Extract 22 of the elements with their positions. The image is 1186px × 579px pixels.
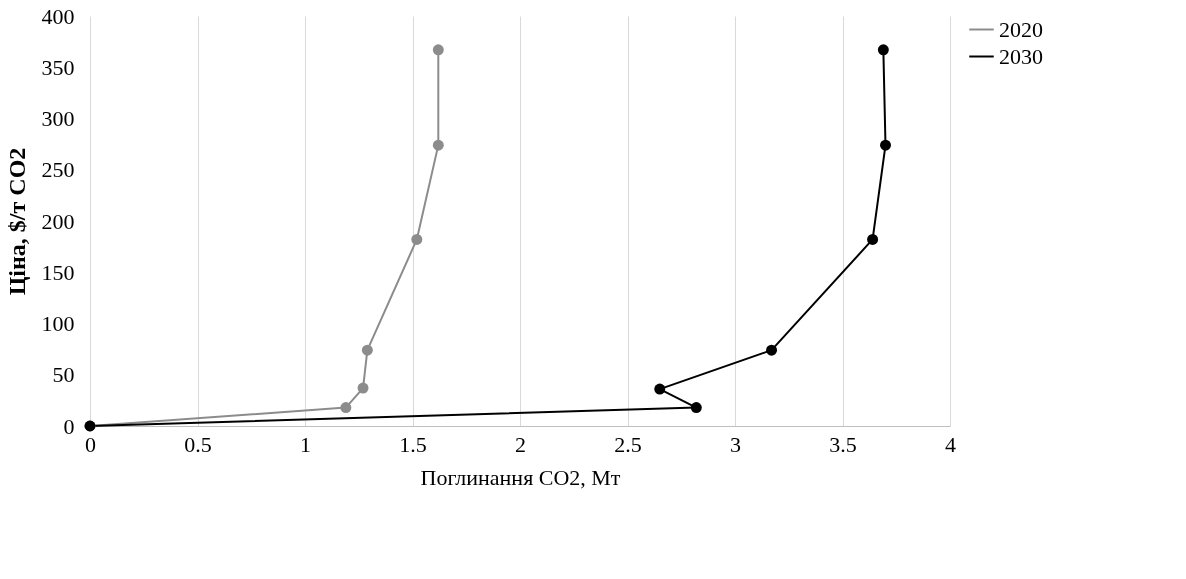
- y-tick-label: 150: [41, 259, 75, 285]
- y-tick-label: 400: [41, 3, 75, 29]
- x-tick-label: 1.5: [399, 431, 427, 457]
- x-axis-title: Поглинання CO2, Мт: [420, 464, 621, 490]
- legend-label: 2020: [999, 16, 1043, 42]
- y-tick-label: 300: [41, 106, 75, 131]
- x-tick-label: 2.5: [614, 431, 642, 457]
- x-tick-label: 3.5: [829, 431, 857, 457]
- x-tick-label: 0.5: [184, 431, 212, 457]
- x-tick-label: 2: [515, 431, 526, 457]
- y-tick-label: 350: [41, 54, 75, 80]
- y-tick-label: 250: [41, 157, 75, 183]
- x-tick-label: 1: [300, 431, 311, 457]
- x-tick-label: 0: [85, 431, 96, 457]
- y-tick-label: 100: [41, 311, 75, 336]
- y-axis-title: Ціна, $/т CO2: [3, 147, 30, 296]
- y-tick-label: 200: [41, 208, 75, 234]
- y-tick-label: 50: [52, 362, 75, 388]
- legend-label: 2030: [999, 43, 1043, 69]
- y-tick-label: 0: [63, 413, 75, 439]
- x-tick-label: 4: [945, 431, 956, 457]
- x-tick-label: 3: [730, 431, 741, 457]
